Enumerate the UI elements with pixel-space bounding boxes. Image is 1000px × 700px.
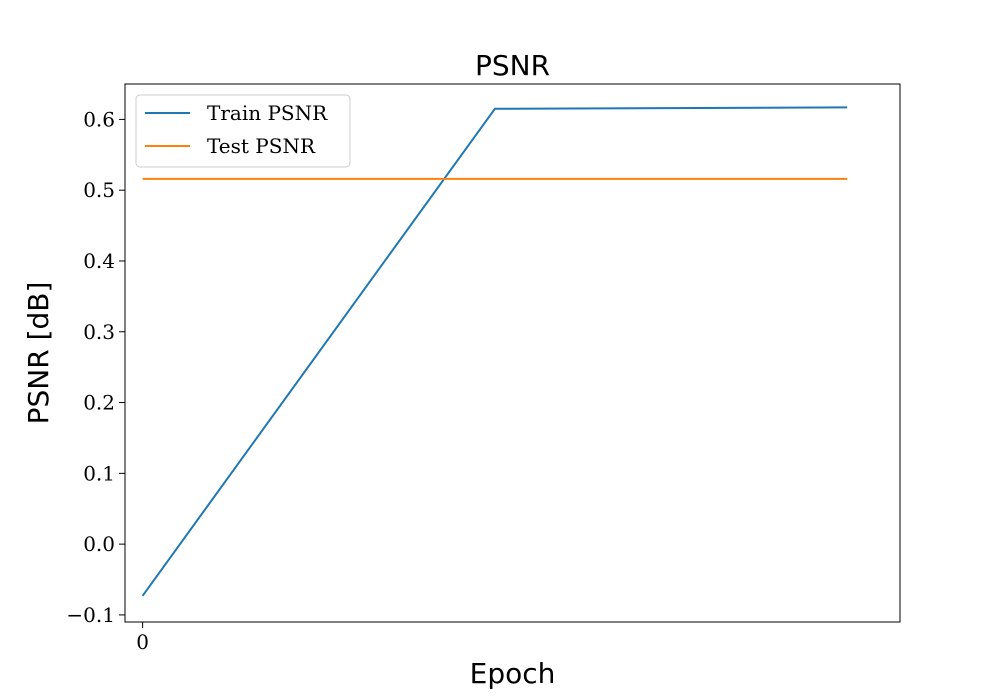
legend-label-2: Test PSNR bbox=[207, 134, 316, 158]
y-tick-label: 0.3 bbox=[83, 320, 115, 344]
legend-label-1: Train PSNR bbox=[207, 101, 328, 125]
y-tick-label: −0.1 bbox=[66, 603, 115, 627]
y-tick-label: 0.6 bbox=[83, 107, 115, 131]
y-tick-label: 0.2 bbox=[83, 391, 115, 415]
y-tick-label: 0.1 bbox=[83, 461, 115, 485]
plot-content bbox=[141, 106, 848, 597]
y-axis-label: PSNR [dB] bbox=[22, 282, 55, 425]
plot-frame bbox=[124, 83, 901, 623]
x-axis-label: Epoch bbox=[470, 657, 556, 690]
y-axis: −0.1 0.0 0.1 0.2 0.3 0.4 0.5 0.6 bbox=[66, 107, 125, 627]
series-line-1 bbox=[141, 106, 848, 597]
y-tick-label: 0.4 bbox=[83, 249, 115, 273]
y-tick-label: 0.0 bbox=[83, 532, 115, 556]
x-tick-label: 0 bbox=[136, 630, 149, 654]
legend: Train PSNR Test PSNR bbox=[135, 94, 351, 168]
y-tick-label: 0.5 bbox=[83, 178, 115, 202]
x-axis: 0 bbox=[136, 622, 149, 654]
chart-title: PSNR bbox=[475, 49, 550, 82]
